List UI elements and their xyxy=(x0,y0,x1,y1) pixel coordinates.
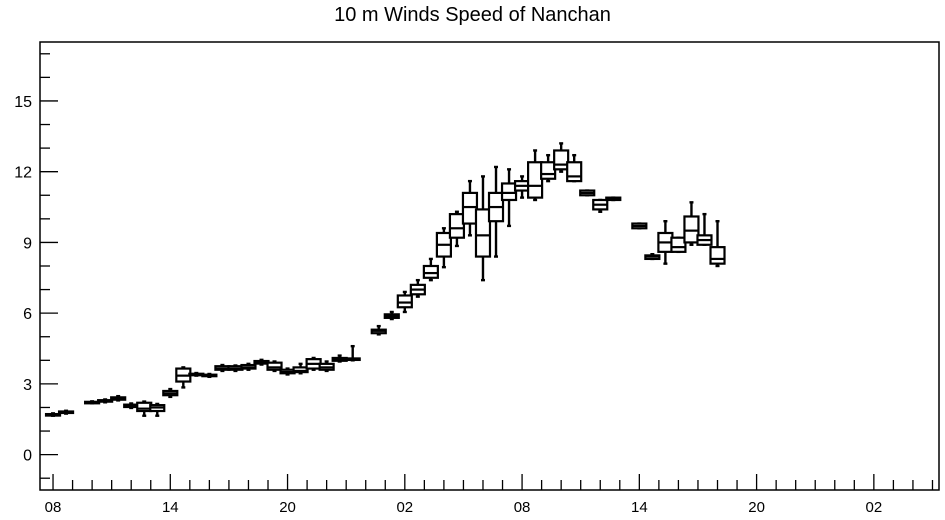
box xyxy=(44,412,62,417)
box xyxy=(162,387,179,399)
x-tick-label: 08 xyxy=(514,499,531,516)
x-axis: 08 14 20 02 08 14 20 02 xyxy=(45,474,934,516)
box-iqr xyxy=(266,361,283,371)
box xyxy=(527,149,544,202)
x-tick-label: 20 xyxy=(279,499,296,516)
box xyxy=(487,165,505,258)
box xyxy=(605,196,622,202)
box-iqr xyxy=(448,213,466,239)
box xyxy=(461,179,479,237)
x-tick-label: 14 xyxy=(162,499,179,516)
box-iqr xyxy=(709,246,726,265)
box xyxy=(383,310,400,321)
y-tick-label: 9 xyxy=(23,235,32,252)
box-iqr xyxy=(670,236,687,253)
box xyxy=(696,212,713,246)
box xyxy=(136,400,153,417)
box xyxy=(370,324,387,336)
box xyxy=(318,360,335,373)
box-iqr xyxy=(396,294,413,309)
box xyxy=(683,201,700,246)
x-tick-label: 02 xyxy=(866,499,883,516)
box xyxy=(279,367,296,376)
box xyxy=(435,227,452,269)
box xyxy=(110,394,127,402)
box-iqr xyxy=(422,264,439,279)
box xyxy=(631,222,648,230)
box xyxy=(201,372,218,379)
box xyxy=(149,402,166,417)
box xyxy=(579,189,596,197)
box xyxy=(188,371,205,377)
box xyxy=(344,344,361,362)
x-tick-label: 14 xyxy=(631,499,648,516)
box xyxy=(214,363,231,373)
box-iqr xyxy=(540,161,557,180)
box xyxy=(227,364,244,373)
box xyxy=(709,219,726,268)
box-iqr xyxy=(553,149,570,171)
box xyxy=(592,198,609,213)
box-iqr xyxy=(136,401,153,413)
box-iqr xyxy=(527,161,544,199)
y-tick-label: 12 xyxy=(14,165,32,182)
box xyxy=(292,362,309,375)
box xyxy=(553,142,570,173)
box xyxy=(566,153,583,183)
box xyxy=(670,236,687,254)
box xyxy=(57,409,75,415)
box xyxy=(448,210,466,248)
x-tick-label: 08 xyxy=(45,499,62,516)
box xyxy=(84,400,101,405)
box xyxy=(331,354,348,363)
box xyxy=(513,175,531,199)
box-iqr xyxy=(566,161,583,183)
box-iqr xyxy=(292,366,309,374)
y-tick-label: 6 xyxy=(23,306,32,323)
box xyxy=(123,402,140,410)
box xyxy=(240,362,257,371)
box-iqr xyxy=(500,182,518,202)
box xyxy=(422,257,439,282)
box xyxy=(500,168,518,228)
box xyxy=(644,253,661,261)
x-tick-label: 20 xyxy=(748,499,765,516)
box xyxy=(657,219,674,265)
box xyxy=(175,366,192,389)
box xyxy=(474,175,492,282)
box xyxy=(540,153,557,183)
box xyxy=(305,356,322,371)
box xyxy=(253,358,270,366)
box-iqr xyxy=(683,215,700,244)
box-iqr xyxy=(461,191,479,225)
y-axis: 0 3 6 9 12 15 xyxy=(14,53,58,479)
chart-title: 10 m Winds Speed of Nanchan xyxy=(334,4,611,26)
box xyxy=(396,290,413,314)
plot-frame xyxy=(39,41,940,491)
box xyxy=(97,398,114,404)
box-series xyxy=(44,142,726,417)
y-tick-label: 15 xyxy=(14,94,32,111)
box xyxy=(409,278,426,298)
box-iqr xyxy=(474,208,492,258)
y-tick-label: 3 xyxy=(23,377,32,394)
y-tick-label: 0 xyxy=(23,448,32,465)
box xyxy=(266,360,283,373)
x-tick-label: 02 xyxy=(396,499,413,516)
